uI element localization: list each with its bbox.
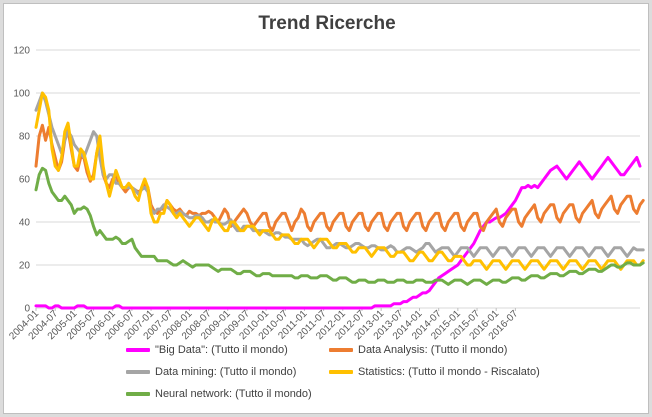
series-line-1 <box>34 123 645 233</box>
x-axis-tick-labels: 2004-012004-072005-012005-072006-012006-… <box>7 308 521 342</box>
y-tick-label: 0 <box>24 304 30 315</box>
y-tick-label: 60 <box>19 175 31 186</box>
y-tick-label: 100 <box>13 89 30 100</box>
y-tick-label: 20 <box>19 261 31 272</box>
series-line-4 <box>34 166 645 286</box>
gridlines <box>36 49 640 309</box>
y-tick-label: 120 <box>13 46 30 57</box>
y-axis-tick-labels: 0 20 40 60 80 100 120 <box>13 46 30 315</box>
series-lines <box>34 91 645 310</box>
series-line-0 <box>34 156 642 310</box>
series-line-3 <box>34 91 645 271</box>
y-tick-label: 40 <box>19 218 31 229</box>
y-tick-label: 80 <box>19 132 31 143</box>
line-chart-plot: 0 20 40 60 80 100 120 2004-012004-072005-01200… <box>7 46 645 342</box>
chart-title: Trend Ricerche <box>258 13 396 34</box>
chart-container: Trend Ricerche 0 20 40 60 80 100 120 2004-01 20… <box>3 3 649 414</box>
series-line-2 <box>34 91 645 258</box>
